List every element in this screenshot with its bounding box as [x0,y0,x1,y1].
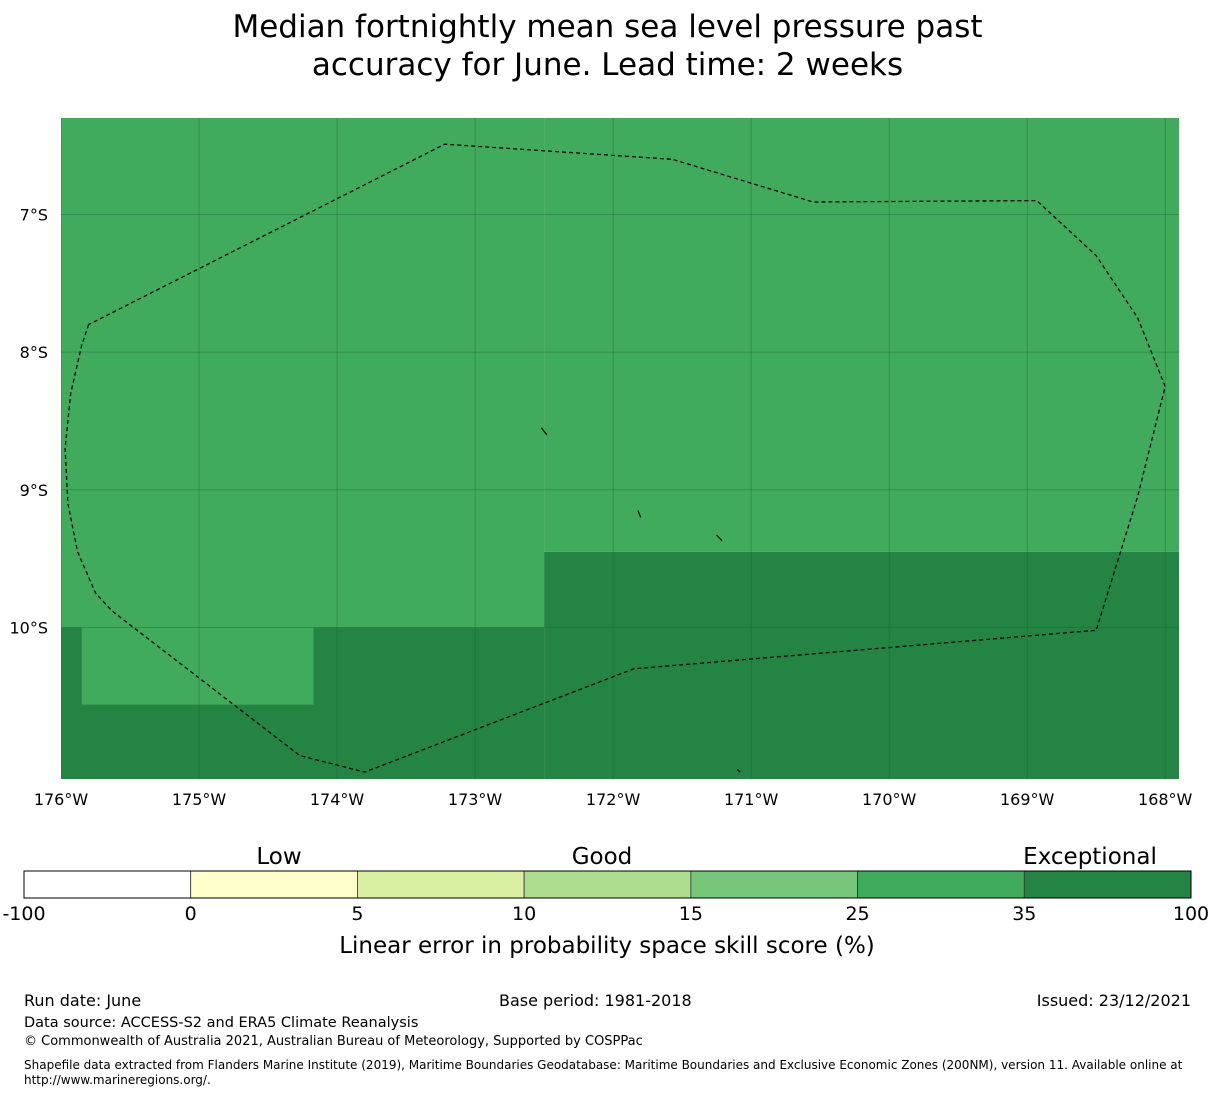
colorbar-category-label: Good [572,844,633,870]
colorbar-tick-label: 5 [351,903,363,925]
lon-label: 174°W [310,790,365,809]
lon-label: 175°W [172,790,227,809]
skill-region-band_35_100 [544,551,1179,779]
lat-label: 8°S [20,343,48,362]
lat-label: 9°S [20,481,48,500]
colorbar-segment [857,870,1025,899]
colorbar-category-label: Low [256,844,301,870]
lon-label: 170°W [862,790,917,809]
colorbar-category-label: Exceptional [1023,844,1157,870]
run-date: Run date: June [24,991,142,1010]
lon-label: 169°W [1000,790,1055,809]
island-coastline [637,510,642,518]
colorbar-tick-label: 10 [512,903,536,925]
colorbar-tick-label: 25 [845,903,869,925]
lat-label: 7°S [20,205,48,224]
data-source: Data source: ACCESS-S2 and ERA5 Climate … [24,1015,419,1031]
colorbar-tick-label: 100 [1173,903,1209,925]
lon-label: 173°W [448,790,503,809]
colorbar-tick-label: 0 [185,903,197,925]
map-title: Median fortnightly mean sea level pressu… [232,9,983,83]
colorbar-segment [357,870,525,899]
base-period: Base period: 1981-2018 [499,991,692,1010]
island-coastline [540,427,548,436]
lon-label: 172°W [586,790,641,809]
skill-region-band_25_35 [61,118,545,628]
skill-region-band_25_35 [544,118,1179,552]
colorbar-tick-label: -100 [2,903,45,925]
issued-date: Issued: 23/12/2021 [1036,991,1191,1010]
lon-label: 168°W [1138,790,1193,809]
lon-label: 176°W [34,790,89,809]
colorbar-segment [690,870,858,899]
shapefile-note: Shapefile data extracted from Flanders M… [24,1058,1183,1087]
colorbar-title: Linear error in probability space skill … [339,933,875,959]
lon-label: 171°W [724,790,779,809]
lat-label: 10°S [9,619,48,638]
colorbar-tick-label: 15 [679,903,703,925]
copyright: © Commonwealth of Australia 2021, Austra… [24,1034,643,1049]
island-coastline [716,534,723,542]
colorbar-segment [1023,870,1192,899]
map-area: 7°S 8°S 9°S 10°S 176°W 175°W 174°W 173°W 172°W 17… [9,118,1193,809]
island-coastline [736,768,741,773]
colorbar-segment [23,870,192,899]
eez-boundary [64,143,1166,773]
skill-region-band_25_35 [81,627,314,705]
colorbar-segment [190,870,358,899]
colorbar-tick-label: 35 [1012,903,1036,925]
colorbar-segment [523,870,692,899]
colorbar: -100 0 5 10 15 25 35 100 Low Good Exceptional Linea… [2,844,1209,959]
